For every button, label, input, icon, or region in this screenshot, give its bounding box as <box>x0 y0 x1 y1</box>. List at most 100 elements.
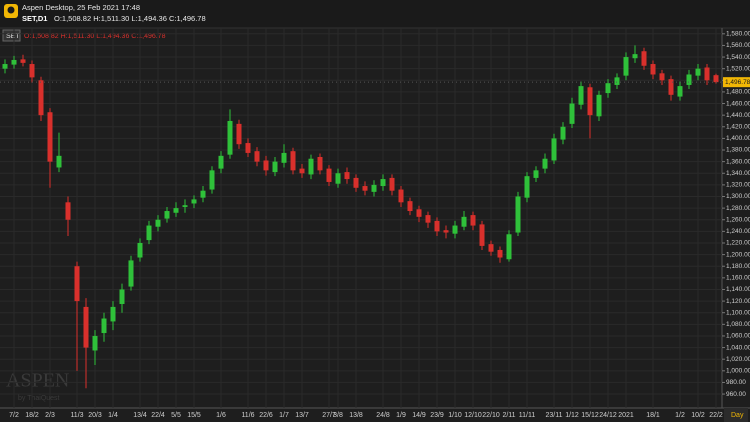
candle-body <box>2 64 8 69</box>
y-tick-label: 1,120.00 <box>726 298 750 305</box>
candle-body <box>290 151 296 171</box>
candle-body <box>353 177 359 188</box>
candle-body <box>83 306 89 348</box>
x-tick-label: 12/10 <box>464 412 482 419</box>
candle-body <box>488 244 494 252</box>
candle-body <box>533 170 539 178</box>
grid <box>0 28 722 408</box>
x-tick-label: 24/12 <box>599 412 617 419</box>
x-tick-label: 15/12 <box>581 412 599 419</box>
candle-body <box>497 249 503 258</box>
y-tick-label: 1,060.00 <box>726 333 750 340</box>
y-tick-label: 1,280.00 <box>726 205 750 212</box>
watermark: ASPEN <box>6 370 69 392</box>
candle-body <box>578 86 584 105</box>
candle-body <box>56 155 62 168</box>
candle-body <box>128 260 134 287</box>
candle-body <box>272 161 278 173</box>
app-icon-mark <box>7 6 15 14</box>
x-tick-label: 23/11 <box>546 412 563 419</box>
x-tick-label: 13/4 <box>133 412 147 419</box>
candle-body <box>443 230 449 233</box>
candle-body <box>299 168 305 174</box>
candle-body <box>38 80 44 116</box>
candle-body <box>110 306 116 322</box>
candle-body <box>560 126 566 140</box>
candle-body <box>587 87 593 116</box>
y-tick-label: 1,380.00 <box>726 147 750 154</box>
period[interactable]: Day <box>731 412 744 419</box>
candle-body <box>47 112 53 162</box>
candle-body <box>452 225 458 234</box>
x-tick-label: 1/10 <box>448 412 462 419</box>
candle-body <box>425 215 431 223</box>
x-tick-label: 1/7 <box>279 412 289 419</box>
candle-body <box>641 51 647 66</box>
y-tick-label: 1,000.00 <box>726 368 750 375</box>
x-tick-label: 1/12 <box>565 412 579 419</box>
x-tick-label: 18/1 <box>646 412 660 419</box>
y-tick-label: 1,440.00 <box>726 112 750 119</box>
y-tick-label: 960.00 <box>726 391 746 398</box>
y-tick-label: 1,420.00 <box>726 123 750 130</box>
x-tick-label: 15/5 <box>187 412 201 419</box>
candle-body <box>74 266 80 302</box>
candle-body <box>308 158 314 175</box>
candle-body <box>659 73 665 81</box>
candle-body <box>389 177 395 191</box>
y-tick-label: 1,520.00 <box>726 65 750 72</box>
candle-body <box>380 179 386 187</box>
x-tick-label: 20/3 <box>88 412 102 419</box>
y-tick-label: 1,360.00 <box>726 158 750 165</box>
x-tick-label: 22/6 <box>259 412 273 419</box>
y-tick-label: 1,100.00 <box>726 309 750 316</box>
candle-body <box>623 57 629 76</box>
candle-body <box>542 158 548 169</box>
candle-body <box>344 172 350 180</box>
candle-body <box>515 196 521 233</box>
candle-body <box>182 205 188 207</box>
candle-body <box>371 184 377 192</box>
x-tick-label: 1/9 <box>396 412 406 419</box>
x-tick-label: 14/9 <box>412 412 426 419</box>
candle-body <box>326 168 332 182</box>
header-ohlc: O:1,508.82 H:1,511.30 L:1,494.36 C:1,496… <box>54 14 206 23</box>
y-tick-label: 1,400.00 <box>726 135 750 142</box>
candle-body <box>173 208 179 213</box>
y-tick-label: 1,180.00 <box>726 263 750 270</box>
x-tick-label: 5/5 <box>171 412 181 419</box>
candle-body <box>281 152 287 163</box>
candle-body <box>650 64 656 75</box>
x-tick-label: 1/4 <box>108 412 118 419</box>
y-tick-label: 1,040.00 <box>726 344 750 351</box>
watermark-sub: by ThaiQuest <box>18 395 60 402</box>
x-tick-label: 1/6 <box>216 412 226 419</box>
candle-body <box>434 220 440 232</box>
last-price-label: 1,496.78 <box>725 79 750 86</box>
y-tick-label: 980.00 <box>726 379 746 386</box>
x-tick-label: 2/11 <box>502 412 515 419</box>
candle-body <box>596 94 602 117</box>
period-box[interactable] <box>724 408 748 422</box>
candle-body <box>137 242 143 258</box>
x-tick-label: 23/9 <box>430 412 444 419</box>
candle-body <box>92 335 98 351</box>
candle-body <box>20 59 26 63</box>
x-tick-label: 27/7 <box>322 412 336 419</box>
candle-body <box>506 234 512 260</box>
candle-body <box>605 83 611 94</box>
x-tick-label: 13/7 <box>295 412 309 419</box>
candle-body <box>686 74 692 85</box>
candle-body <box>362 186 368 191</box>
candle-body <box>200 190 206 198</box>
y-tick-label: 1,240.00 <box>726 228 750 235</box>
x-tick-label: 7/2 <box>9 412 19 419</box>
candle-body <box>227 120 233 155</box>
y-tick-label: 1,320.00 <box>726 182 750 189</box>
candle-body <box>695 68 701 76</box>
candle-body <box>470 215 476 226</box>
x-tick-label: 3/8 <box>333 412 343 419</box>
y-tick-label: 1,540.00 <box>726 54 750 61</box>
x-tick-label: 10/2 <box>691 412 705 419</box>
